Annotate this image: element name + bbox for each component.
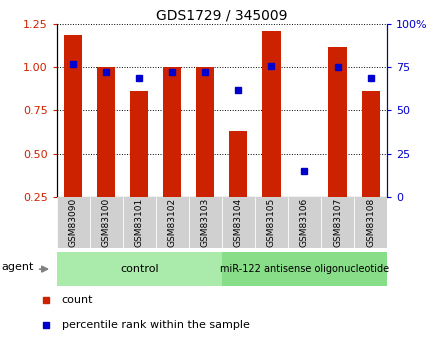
Text: percentile rank within the sample: percentile rank within the sample xyxy=(62,319,249,329)
Bar xyxy=(196,67,214,197)
Text: GSM83108: GSM83108 xyxy=(365,198,374,247)
Text: control: control xyxy=(120,264,158,274)
Bar xyxy=(262,31,280,197)
Bar xyxy=(56,252,221,286)
Bar xyxy=(361,91,379,197)
Text: GSM83090: GSM83090 xyxy=(69,198,77,247)
Text: agent: agent xyxy=(1,263,33,272)
Text: miR-122 antisense oligonucleotide: miR-122 antisense oligonucleotide xyxy=(220,264,388,274)
Text: GSM83101: GSM83101 xyxy=(135,198,143,247)
Bar xyxy=(221,197,254,248)
Bar xyxy=(130,91,148,197)
Bar xyxy=(163,67,181,197)
Text: GSM83102: GSM83102 xyxy=(168,198,176,247)
Bar xyxy=(97,67,115,197)
Text: GSM83103: GSM83103 xyxy=(201,198,209,247)
Bar xyxy=(295,197,313,198)
Text: count: count xyxy=(62,295,93,305)
Bar xyxy=(254,197,287,248)
Bar xyxy=(122,197,155,248)
Bar xyxy=(64,34,82,197)
Bar xyxy=(188,197,221,248)
Bar xyxy=(287,197,320,248)
Title: GDS1729 / 345009: GDS1729 / 345009 xyxy=(156,9,287,23)
Bar xyxy=(320,197,353,248)
Bar xyxy=(221,252,386,286)
Bar xyxy=(328,47,346,197)
Bar xyxy=(89,197,122,248)
Bar xyxy=(155,197,188,248)
Text: GSM83107: GSM83107 xyxy=(332,198,341,247)
Bar xyxy=(229,131,247,197)
Text: GSM83100: GSM83100 xyxy=(102,198,110,247)
Text: GSM83104: GSM83104 xyxy=(233,198,242,247)
Bar xyxy=(353,197,386,248)
Text: GSM83105: GSM83105 xyxy=(266,198,275,247)
Bar xyxy=(56,197,89,248)
Text: GSM83106: GSM83106 xyxy=(299,198,308,247)
